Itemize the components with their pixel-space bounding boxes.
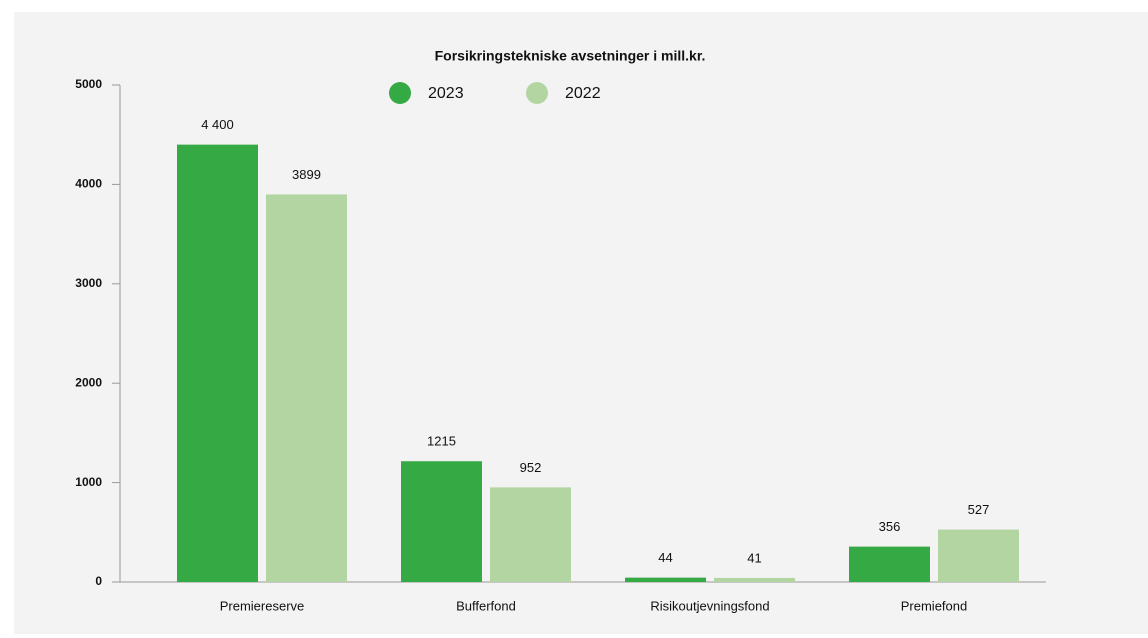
value-label: 356 bbox=[879, 519, 901, 534]
legend-swatch bbox=[526, 82, 548, 104]
y-tick-label: 5000 bbox=[75, 77, 102, 91]
y-tick-label: 1000 bbox=[75, 475, 102, 489]
bar bbox=[266, 194, 347, 583]
x-tick-label: Risikoutjevningsfond bbox=[650, 598, 769, 613]
bar bbox=[177, 144, 258, 582]
chart-title: Forsikringstekniske avsetninger i mill.k… bbox=[435, 48, 706, 64]
x-tick-label: Bufferfond bbox=[456, 598, 516, 613]
y-tick-label: 2000 bbox=[75, 375, 102, 389]
x-tick-label: Premiereserve bbox=[220, 598, 305, 613]
value-label: 4 400 bbox=[201, 117, 234, 132]
legend-label: 2022 bbox=[565, 85, 601, 102]
y-tick-label: 4000 bbox=[75, 177, 102, 191]
value-label: 44 bbox=[658, 550, 672, 565]
legend-label: 2023 bbox=[428, 85, 464, 102]
value-label: 952 bbox=[520, 460, 542, 475]
y-tick-label: 0 bbox=[95, 574, 102, 588]
value-label: 527 bbox=[968, 502, 990, 517]
value-label: 3899 bbox=[292, 167, 321, 182]
bar bbox=[938, 529, 1019, 582]
value-label: 1215 bbox=[427, 434, 456, 449]
bar bbox=[714, 577, 795, 582]
bar bbox=[401, 461, 482, 582]
x-tick-label: Premiefond bbox=[901, 598, 967, 613]
y-tick-label: 3000 bbox=[75, 276, 102, 290]
bar bbox=[625, 577, 706, 582]
bar bbox=[490, 487, 571, 582]
legend-swatch bbox=[389, 82, 411, 104]
value-label: 41 bbox=[747, 550, 761, 565]
bar bbox=[849, 546, 930, 582]
